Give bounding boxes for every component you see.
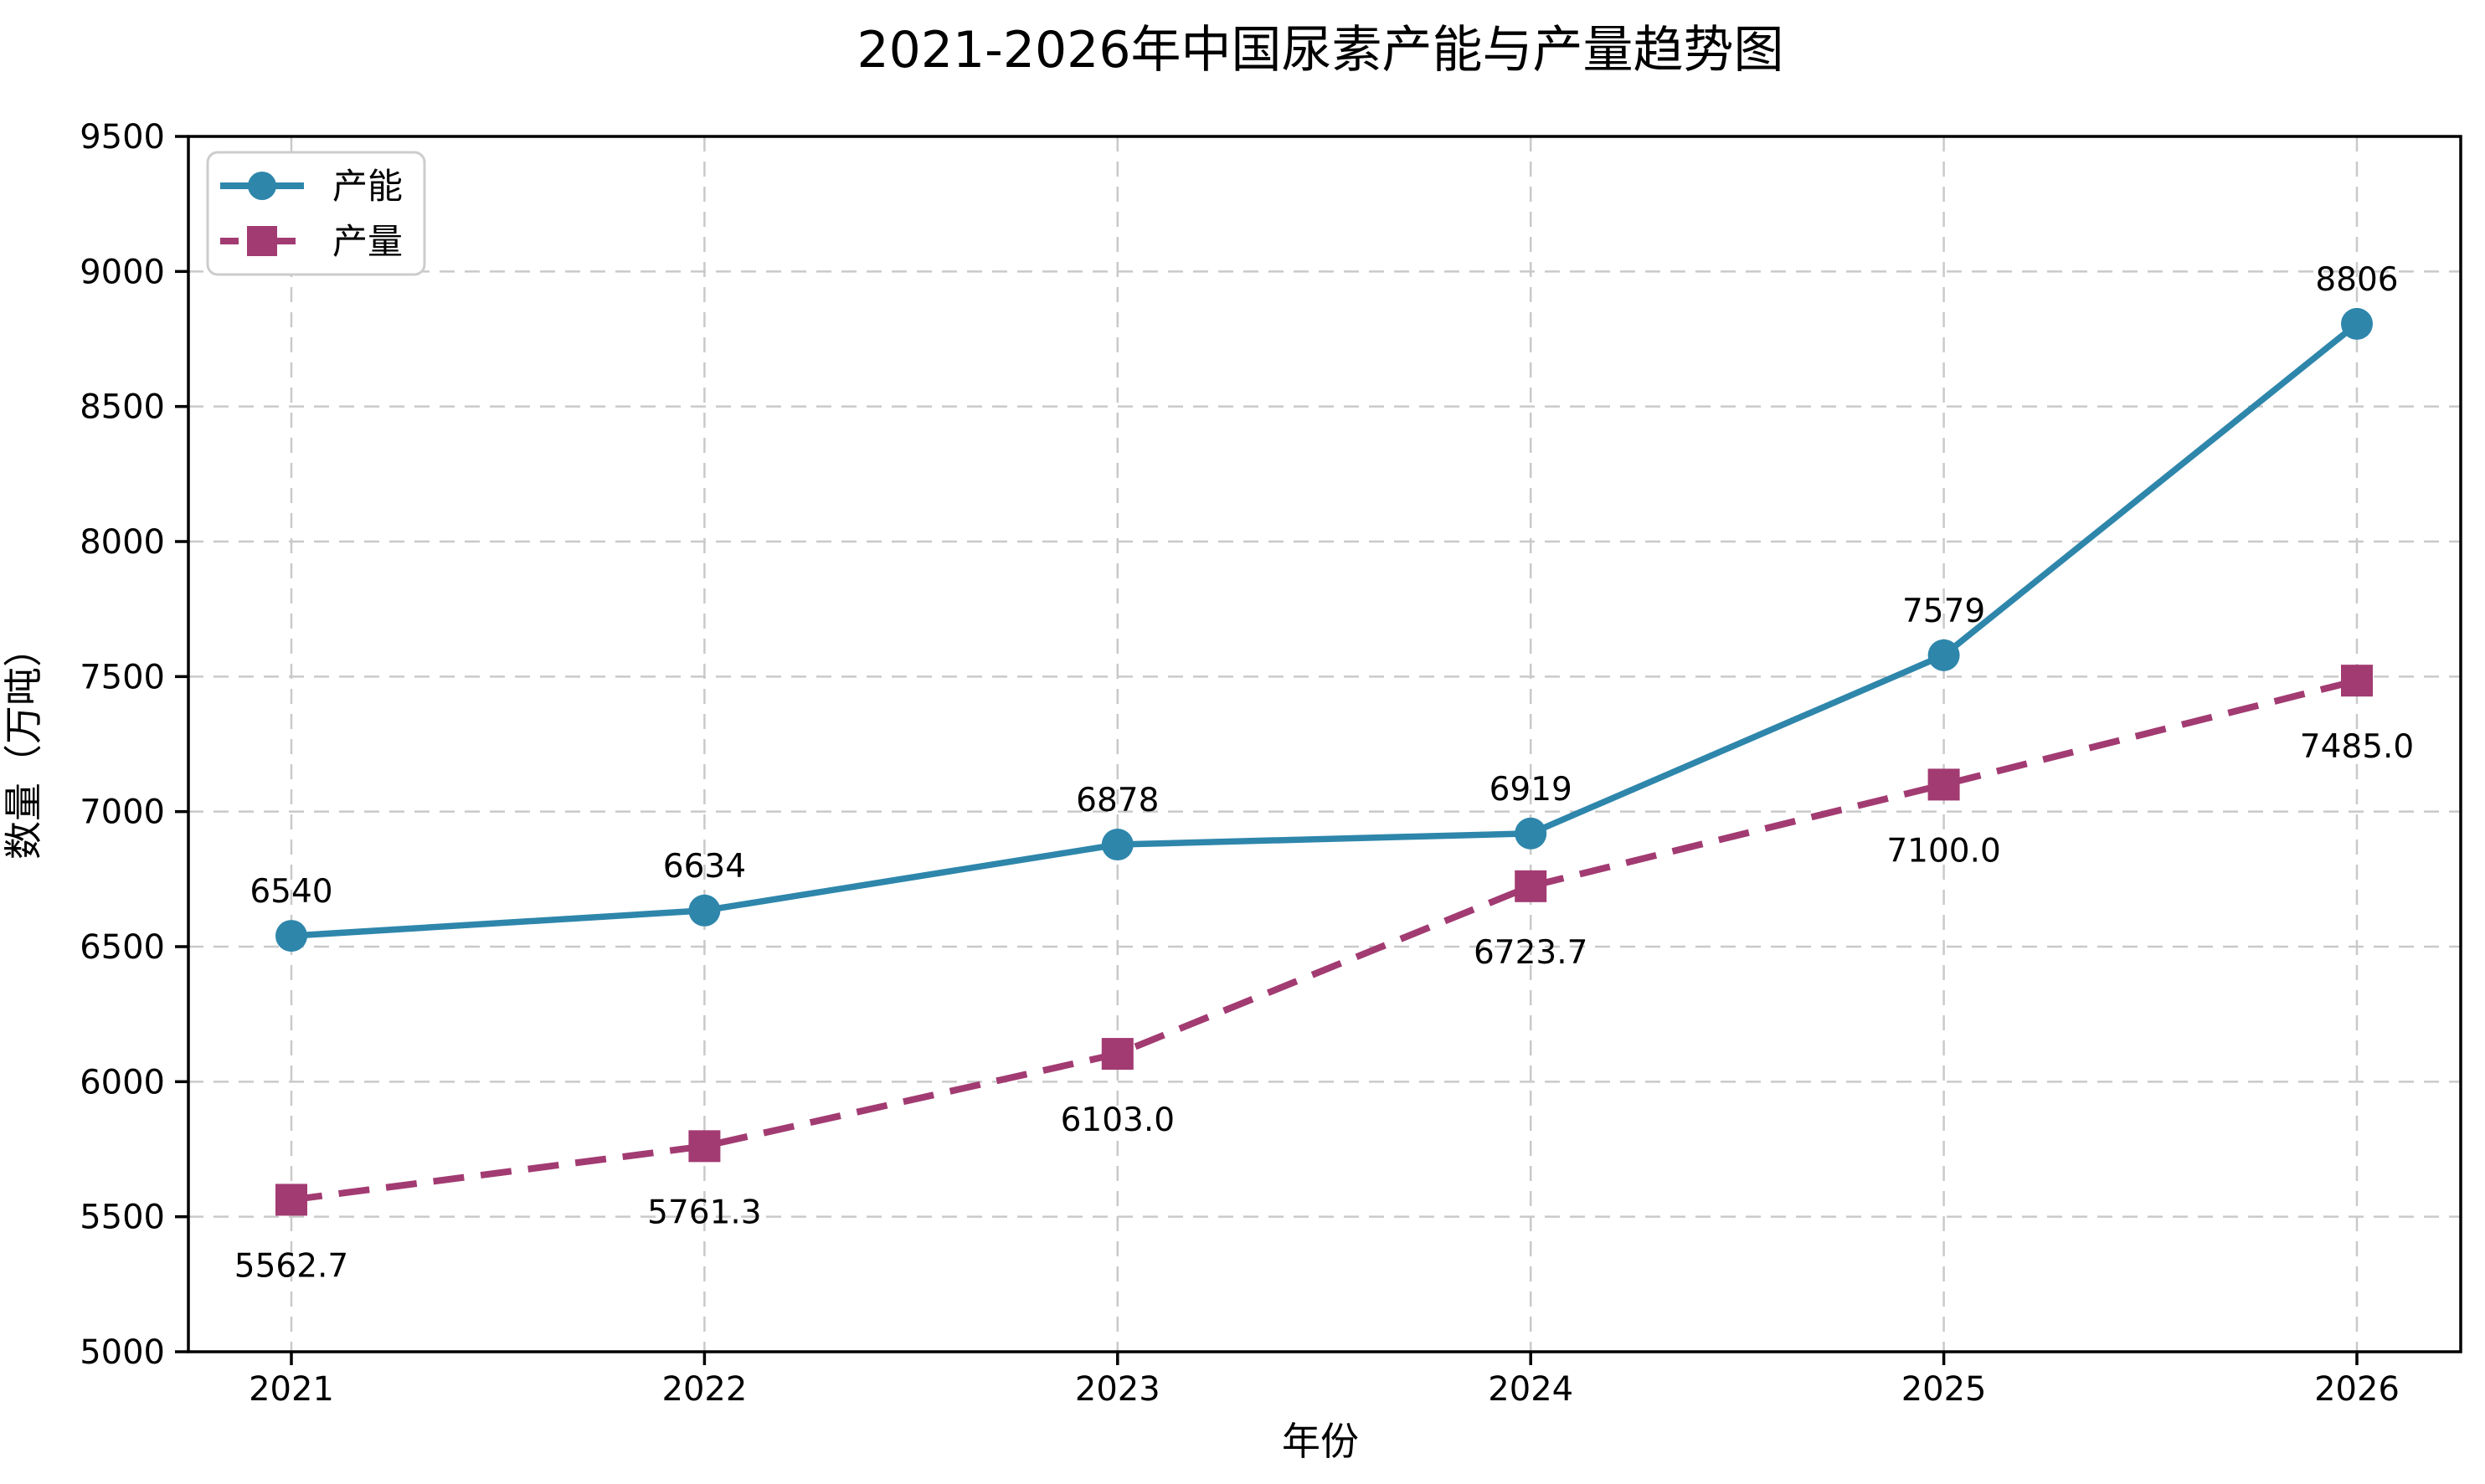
production-value-label: 7485.0 [2300, 728, 2414, 766]
production-marker [275, 1184, 307, 1216]
production-value-label: 5761.3 [647, 1194, 761, 1231]
production-line [291, 677, 2358, 1204]
x-tick-label: 2021 [249, 1370, 334, 1409]
production-value-label: 7100.0 [1886, 832, 2000, 870]
capacity-marker [1101, 829, 1134, 861]
grid [188, 135, 2461, 1353]
production-legend-label: 产量 [332, 221, 403, 262]
series: 6540 6634 6878 6919 7579 8806 5562.7 5761.3 6103… [234, 261, 2414, 1286]
y-tick-label: 7500 [80, 658, 165, 696]
y-tick-label: 9000 [80, 253, 165, 291]
chart-title: 2021-2026年中国尿素产能与产量趋势图 [857, 21, 1783, 80]
production-value-label: 5562.7 [234, 1247, 348, 1285]
y-tick-label: 5500 [80, 1199, 165, 1237]
production-legend-marker [247, 226, 277, 256]
capacity-value-label: 6540 [250, 873, 332, 911]
x-tick-label: 2026 [2314, 1370, 2400, 1409]
production-marker [1101, 1038, 1134, 1071]
production-value-label: 6723.7 [1474, 934, 1587, 972]
y-axis-label: 数量（万吨） [1, 629, 46, 860]
production-value-label: 6103.0 [1061, 1101, 1175, 1139]
production-marker [1515, 870, 1547, 902]
production-marker [1927, 768, 1960, 801]
capacity-value-label: 7579 [1902, 593, 1985, 630]
x-axis-label: 年份 [1282, 1419, 1359, 1464]
capacity-value-label: 6634 [663, 848, 746, 886]
capacity-value-label: 6878 [1076, 782, 1159, 819]
plot-border [187, 135, 2462, 1353]
y-tick-label: 8500 [80, 388, 165, 427]
capacity-value-label: 6919 [1489, 771, 1572, 809]
y-tick-label: 5000 [80, 1333, 165, 1372]
y-tick-label: 6000 [80, 1063, 165, 1101]
capacity-marker [2341, 307, 2373, 340]
x-tick-label: 2024 [1488, 1370, 1573, 1409]
capacity-marker [1927, 639, 1960, 671]
production-marker [688, 1130, 721, 1163]
x-tick-label: 2025 [1901, 1370, 1987, 1409]
capacity-legend-marker [248, 172, 276, 200]
capacity-value-label: 8806 [2315, 261, 2398, 299]
x-tick-label: 2023 [1075, 1370, 1160, 1409]
y-tick-label: 9500 [80, 118, 165, 157]
capacity-legend-label: 产能 [332, 166, 403, 207]
y-tick-label: 6500 [80, 928, 165, 967]
x-tick-label: 2022 [662, 1370, 748, 1409]
axes: 5000 5500 6000 6500 7000 7500 8000 8500 9000 9500… [80, 118, 2462, 1409]
capacity-marker [1515, 817, 1547, 850]
production-marker [2341, 665, 2373, 697]
capacity-marker [275, 920, 307, 953]
y-tick-label: 7000 [80, 793, 165, 832]
y-tick-label: 8000 [80, 523, 165, 562]
capacity-line [291, 321, 2359, 939]
capacity-marker [688, 894, 721, 927]
